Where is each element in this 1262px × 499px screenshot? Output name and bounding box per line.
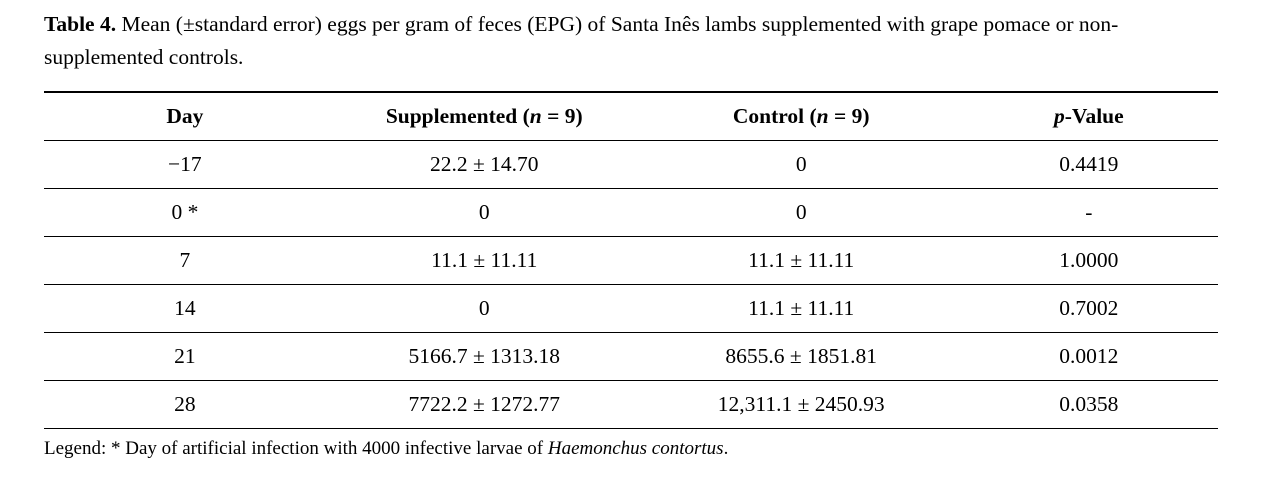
cell-control: 11.1 ± 11.11: [748, 247, 855, 272]
cell-day: 0 *: [171, 199, 199, 224]
header-control-prefix: Control (: [732, 103, 817, 128]
table-row: 28 7722.2 ± 1272.77 12,311.1 ± 2450.93 0…: [44, 380, 1218, 429]
header-day-label: Day: [166, 103, 204, 128]
table-caption-text: Mean (±standard error) eggs per gram of …: [44, 12, 1119, 70]
header-pvalue: p-Value: [960, 92, 1218, 141]
header-supplemented: Supplemented (n = 9): [326, 92, 643, 141]
legend-prefix: Legend: * Day of artificial infection wi…: [44, 437, 548, 459]
table-row: 7 11.1 ± 11.11 11.1 ± 11.11 1.0000: [44, 236, 1218, 285]
table-row: 14 0 11.1 ± 11.11 0.7002: [44, 284, 1218, 333]
table-caption-label: Table 4.: [44, 12, 117, 36]
table-row: 0 * 0 0 -: [44, 188, 1218, 237]
cell-pvalue: 0.4419: [1059, 151, 1119, 176]
cell-pvalue: -: [1085, 199, 1093, 224]
cell-pvalue: 0.0358: [1059, 391, 1119, 416]
cell-day: 14: [174, 295, 196, 320]
cell-pvalue: 0.0012: [1059, 343, 1119, 368]
cell-day: 7: [179, 247, 191, 272]
cell-control: 11.1 ± 11.11: [748, 295, 855, 320]
cell-supplemented: 22.2 ± 14.70: [429, 151, 539, 176]
cell-supplemented: 11.1 ± 11.11: [431, 247, 538, 272]
table-row: −17 22.2 ± 14.70 0 0.4419: [44, 140, 1218, 189]
cell-day: −17: [168, 151, 202, 176]
header-control-n: n: [816, 103, 829, 128]
cell-day: 21: [174, 343, 196, 368]
header-control-suffix: = 9): [828, 103, 870, 128]
cell-supplemented: 0: [478, 199, 490, 224]
header-supplemented-prefix: Supplemented (: [385, 103, 530, 128]
species-name: Haemonchus contortus: [547, 437, 724, 459]
epg-table: Day Supplemented (n = 9) Control (n = 9)…: [44, 91, 1218, 429]
header-day: Day: [44, 92, 326, 141]
cell-pvalue: 0.7002: [1059, 295, 1119, 320]
cell-supplemented: 5166.7 ± 1313.18: [408, 343, 561, 368]
header-pvalue-suffix: -Value: [1064, 103, 1124, 128]
header-supplemented-suffix: = 9): [541, 103, 583, 128]
cell-day: 28: [174, 391, 196, 416]
table-legend: Legend: * Day of artificial infection wi…: [44, 436, 1218, 463]
header-pvalue-p: p: [1054, 103, 1065, 128]
header-row: Day Supplemented (n = 9) Control (n = 9)…: [44, 91, 1218, 141]
table-caption: Table 4. Mean (±standard error) eggs per…: [44, 8, 1218, 75]
cell-pvalue: 1.0000: [1059, 247, 1119, 272]
header-control: Control (n = 9): [643, 92, 960, 141]
cell-control: 8655.6 ± 1851.81: [725, 343, 877, 368]
legend-suffix: .: [723, 437, 729, 459]
cell-control: 0: [795, 151, 807, 176]
table-row: 21 5166.7 ± 1313.18 8655.6 ± 1851.81 0.0…: [44, 332, 1218, 381]
header-supplemented-n: n: [529, 103, 542, 128]
cell-control: 0: [795, 199, 807, 224]
cell-supplemented: 7722.2 ± 1272.77: [408, 391, 561, 416]
cell-supplemented: 0: [478, 295, 490, 320]
cell-control: 12,311.1 ± 2450.93: [717, 391, 885, 416]
